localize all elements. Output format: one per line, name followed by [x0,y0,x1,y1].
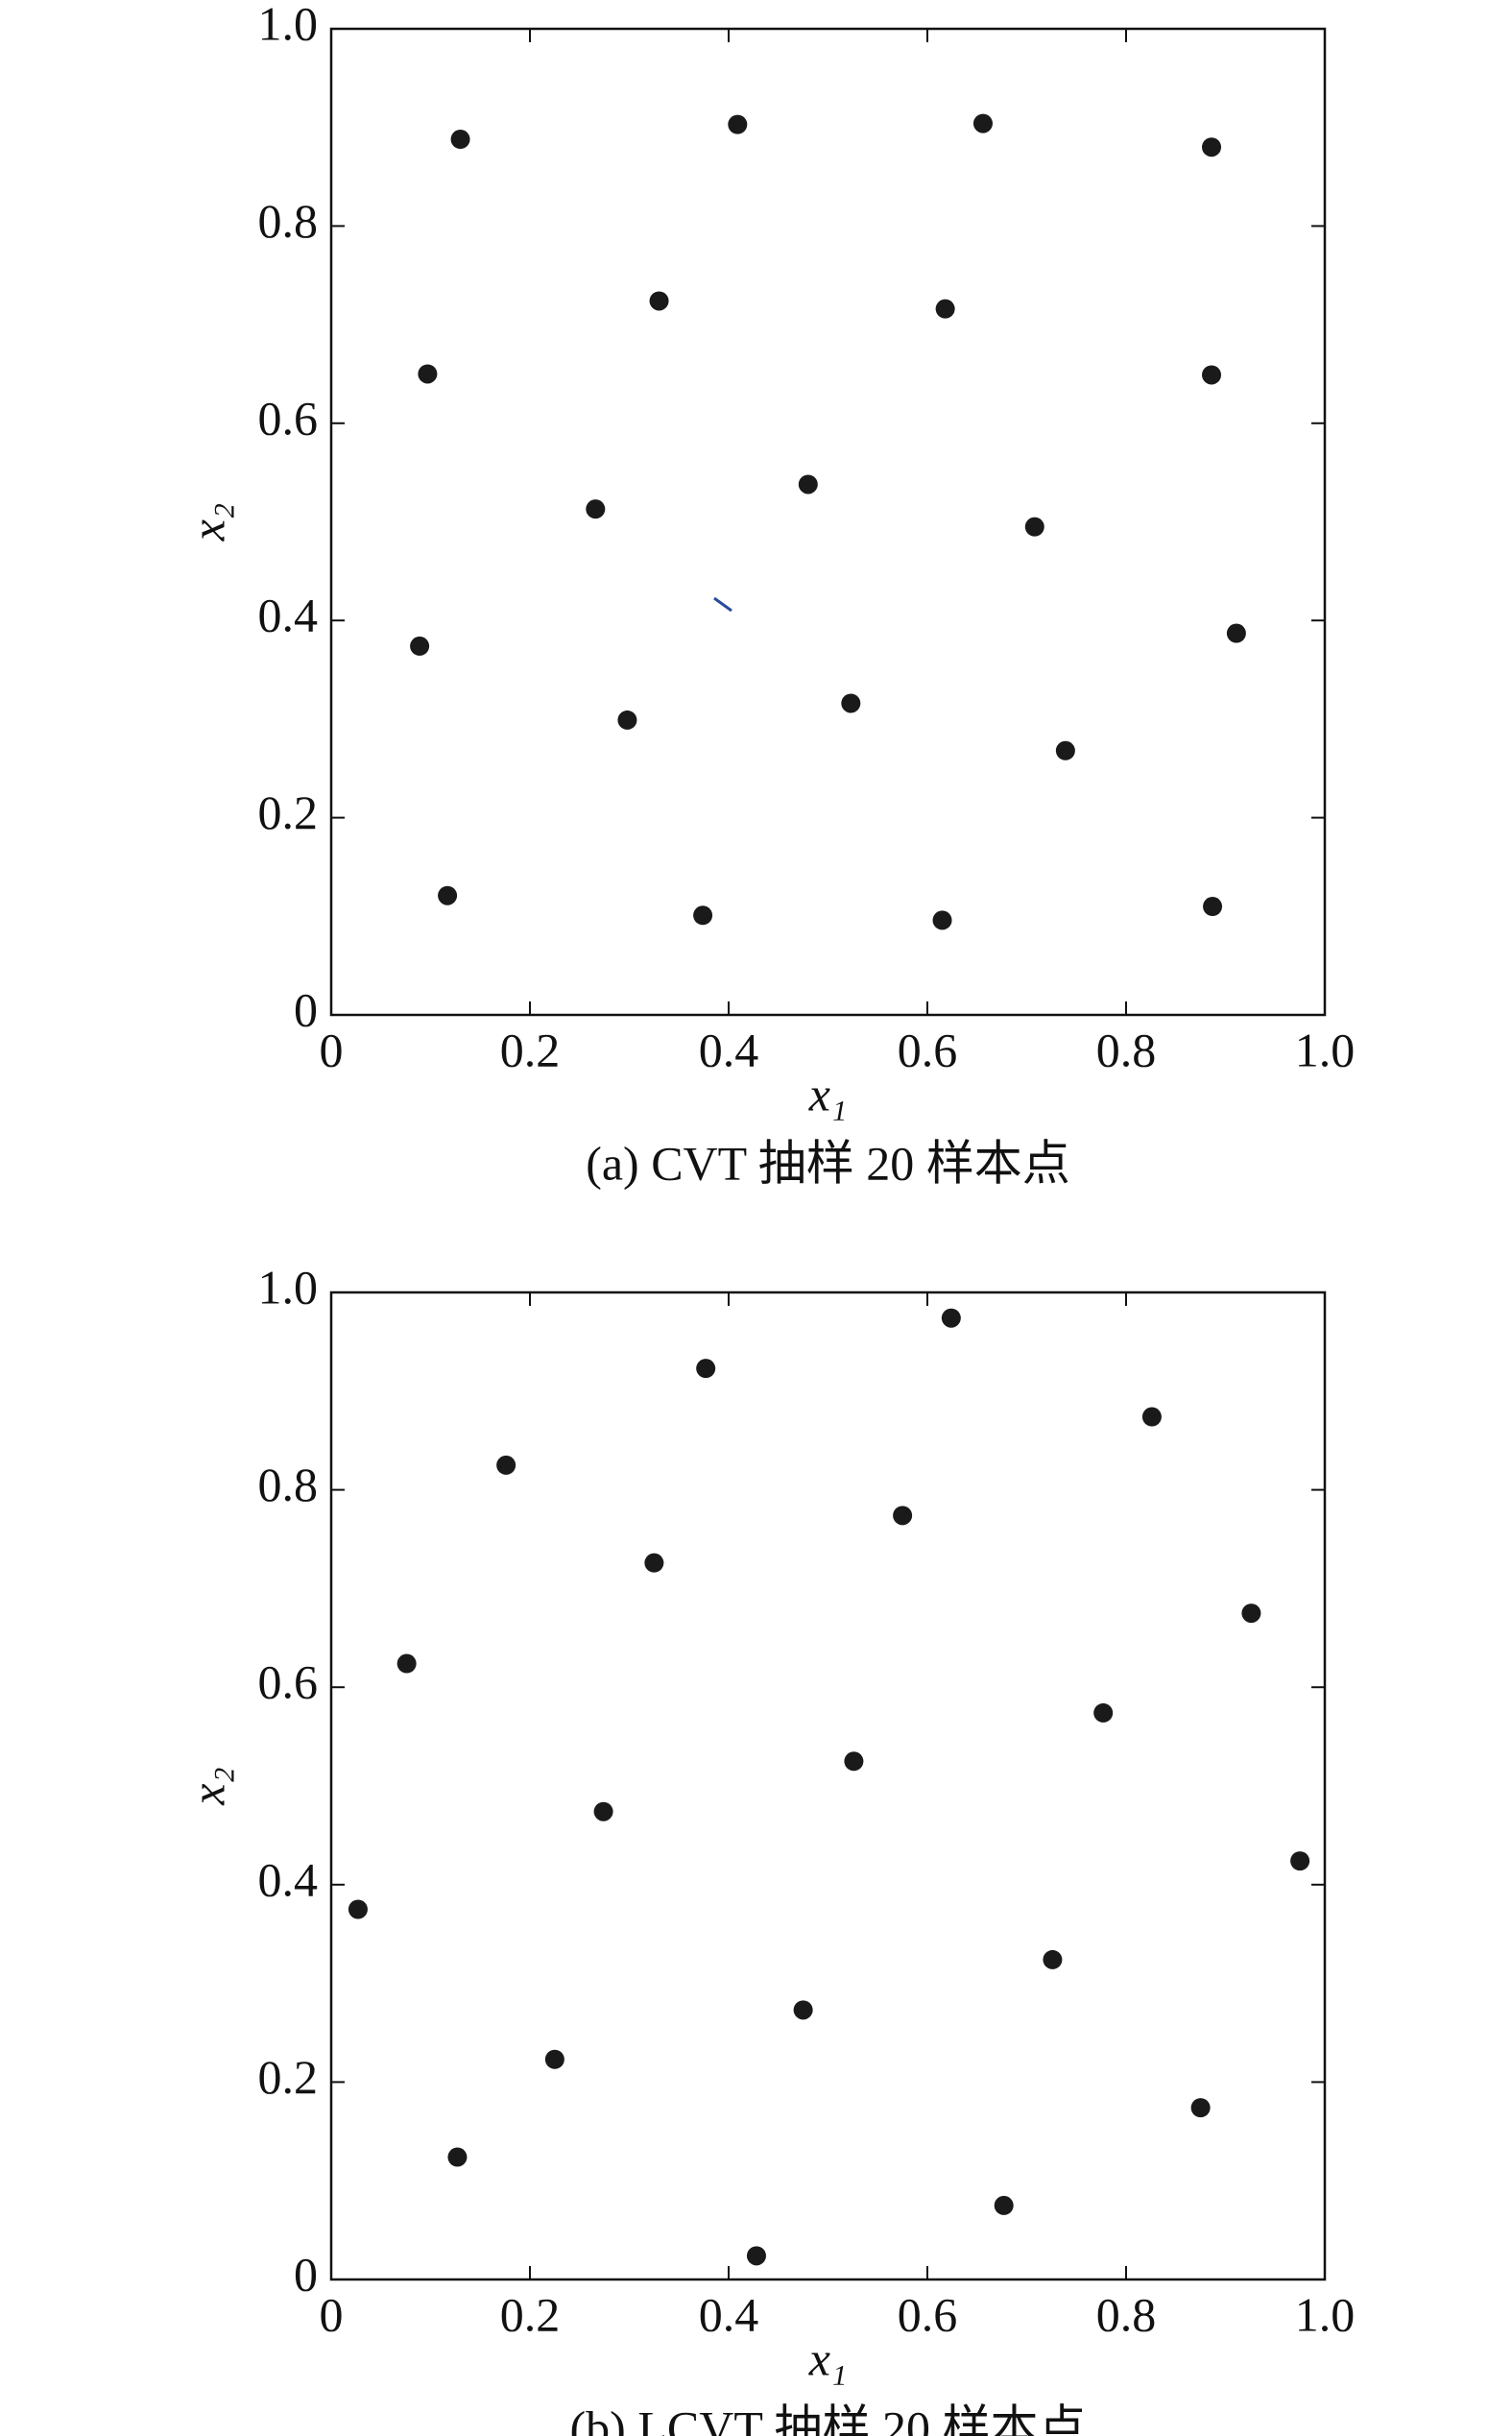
y-tick-label: 0.2 [258,2050,319,2104]
point [410,636,430,656]
y-tick-label: 0 [294,2247,318,2301]
point [450,130,470,150]
point [696,1359,716,1379]
x-tick-label: 0.2 [500,2287,561,2341]
x-tick-label: 1.0 [1295,1023,1356,1076]
point [972,113,993,133]
point [1093,1702,1114,1723]
point [1055,740,1075,760]
point [396,1653,417,1674]
x-tick-label: 0.8 [1096,1023,1157,1076]
point [1241,1604,1261,1624]
point [586,499,606,519]
y-tick-label: 0.6 [258,1655,319,1709]
y-tick-label: 1.0 [258,0,319,50]
stray-mark [713,596,732,613]
point [1043,1949,1063,1969]
point [932,910,952,930]
point [544,2049,564,2069]
point [1202,137,1222,157]
point [1190,2098,1211,2118]
y-axis-label: x₂ [180,1767,234,1806]
x-tick-label: 0.2 [500,1023,561,1076]
point [348,1899,368,1919]
point [1290,1851,1310,1871]
point [1202,365,1222,385]
point [746,2246,766,2266]
y-tick-label: 0.2 [258,785,319,839]
point [935,299,955,319]
y-tick-label: 0.4 [258,589,319,642]
point [1226,623,1246,643]
point [728,114,748,134]
plot-frame [329,1290,1327,2281]
point [693,905,713,926]
x-tick-label: 1.0 [1295,2287,1356,2341]
x-tick-label: 0 [320,1023,344,1076]
point [793,2000,813,2020]
point [798,474,818,494]
y-tick-label: 0.4 [258,1852,319,1906]
point [438,885,458,905]
point [1024,517,1044,537]
y-tick-label: 0.8 [258,194,319,248]
x-tick-label: 0.4 [699,1023,759,1076]
point [447,2147,468,2167]
point [994,2195,1014,2215]
caption: (a) CVT 抽样 20 样本点 [586,1136,1070,1190]
y-tick-label: 0.6 [258,391,319,445]
point [496,1455,516,1475]
point [644,1553,664,1573]
y-axis-label: x₂ [180,503,234,543]
x-tick-label: 0 [320,2287,344,2341]
point [1203,897,1223,917]
y-tick-label: 0.8 [258,1458,319,1511]
x-axis-label: x₁ [808,2331,848,2385]
point [844,1751,864,1772]
point [893,1506,913,1526]
point [1141,1407,1162,1427]
x-tick-label: 0.4 [699,2287,759,2341]
y-tick-label: 0 [294,982,318,1036]
point [593,1801,613,1821]
plot-frame [329,27,1327,1017]
y-tick-label: 1.0 [258,1260,319,1314]
point [941,1308,961,1328]
point [649,291,669,311]
point [841,693,861,713]
caption: (b) LCVT 抽样 20 样本点 [570,2400,1087,2436]
x-tick-label: 0.6 [898,1023,958,1076]
point [617,710,637,730]
x-tick-label: 0.6 [898,2287,958,2341]
point [418,364,438,384]
x-axis-label: x₁ [808,1067,848,1121]
x-tick-label: 0.8 [1096,2287,1157,2341]
